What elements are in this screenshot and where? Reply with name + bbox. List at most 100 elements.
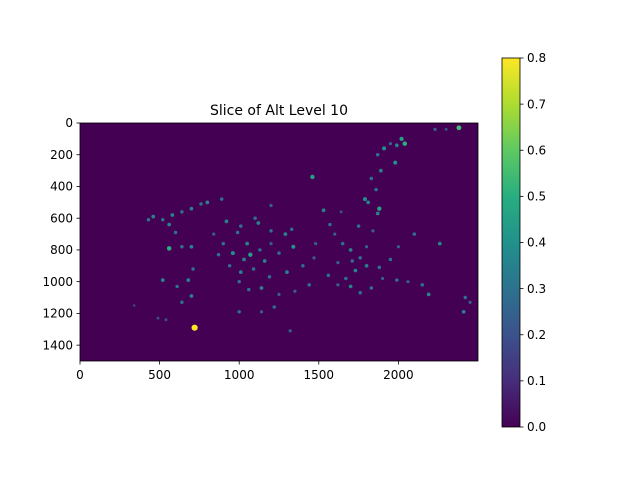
heatmap-hotspot xyxy=(219,197,224,201)
x-tick-label: 0 xyxy=(76,368,84,382)
colorbar-tick-label: 0.6 xyxy=(527,143,546,157)
y-tick-label: 1400 xyxy=(42,338,73,352)
heatmap-hotspot xyxy=(426,292,431,297)
heatmap-hotspot xyxy=(189,244,194,249)
heatmap-hotspot xyxy=(364,245,369,249)
heatmap-hotspot xyxy=(269,229,273,233)
colorbar-axis: 0.0 0.1 0.2 0.3 0.4 0.5 0.6 0.7 0.8 xyxy=(520,51,546,434)
y-tick-label: 0 xyxy=(65,116,73,130)
heatmap-hotspot xyxy=(248,252,253,257)
heatmap-hotspot xyxy=(336,283,340,287)
heatmap-hotspot xyxy=(399,136,404,142)
heatmap-hotspot xyxy=(348,284,353,289)
heatmap-hotspot xyxy=(396,245,400,249)
heatmap-hotspot xyxy=(463,295,467,300)
heatmap-hotspot xyxy=(256,221,261,225)
heatmap-hotspot xyxy=(369,286,374,290)
x-tick-label: 1500 xyxy=(304,368,335,382)
heatmap-hotspot xyxy=(375,153,380,157)
y-tick-label: 200 xyxy=(50,148,73,162)
heatmap-hotspot xyxy=(344,276,348,281)
heatmap-hotspot xyxy=(272,305,276,309)
heatmap-hotspot xyxy=(395,278,399,282)
heatmap-hotspot xyxy=(285,270,289,275)
heatmap-hotspot xyxy=(339,210,343,214)
heatmap-hotspot xyxy=(235,230,240,235)
y-tick-label: 400 xyxy=(50,180,73,194)
heatmap-hotspot xyxy=(364,263,369,268)
heatmap-hotspot xyxy=(402,141,408,146)
heatmap-hotspot xyxy=(371,229,375,233)
heatmap-hotspot xyxy=(301,264,305,268)
x-tick-label: 500 xyxy=(148,368,171,382)
heatmap-hotspot xyxy=(444,127,448,131)
colorbar xyxy=(501,57,521,428)
heatmap-hotspot xyxy=(212,232,216,236)
heatmap-hotspot xyxy=(239,224,243,228)
heatmap-hotspot xyxy=(186,278,191,282)
heatmap-hotspot xyxy=(353,268,358,273)
heatmap-hotspot xyxy=(437,241,442,246)
heatmap-hotspot xyxy=(336,261,340,265)
heatmap-hotspot xyxy=(269,203,273,208)
heatmap-hotspot xyxy=(259,310,264,314)
heatmap-hotspot xyxy=(328,222,332,227)
heatmap-hotspot xyxy=(340,241,345,246)
heatmap-hotspot xyxy=(132,304,136,307)
heatmap-hotspot xyxy=(237,310,241,314)
chart-title: Slice of Alt Level 10 xyxy=(210,103,348,119)
y-tick-label: 800 xyxy=(50,243,73,257)
colorbar-tick-label: 0.7 xyxy=(527,97,546,111)
heatmap-hotspot xyxy=(189,206,194,211)
heatmap-hotspot xyxy=(205,200,210,205)
heatmap-hotspot xyxy=(161,218,165,222)
heatmap-hotspot xyxy=(310,174,315,180)
heatmap-hotspot xyxy=(258,248,262,252)
heatmap-hotspot xyxy=(291,244,296,249)
heatmap-hotspot xyxy=(379,168,383,173)
colorbar-tick-label: 0.1 xyxy=(527,374,546,388)
heatmap-hotspot xyxy=(173,230,178,235)
heatmap-hotspot xyxy=(374,187,378,192)
heatmap-hotspot xyxy=(191,324,198,331)
heatmap-hotspot xyxy=(377,206,382,211)
heatmap-background xyxy=(80,123,478,361)
heatmap-hotspot xyxy=(433,127,437,131)
heatmap-hotspot xyxy=(369,176,374,181)
heatmap-hotspot xyxy=(307,283,311,287)
colorbar-tick-label: 0.5 xyxy=(527,190,546,204)
heatmap-hotspot xyxy=(146,218,151,222)
heatmap-hotspot xyxy=(221,241,226,246)
colorbar-tick-label: 0.0 xyxy=(527,420,546,434)
heatmap-hotspot xyxy=(377,265,382,270)
colorbar-tick-label: 0.2 xyxy=(527,328,546,342)
heatmap-hotspot xyxy=(259,286,264,290)
heatmap-hotspot xyxy=(358,291,362,295)
heatmap-hotspot xyxy=(362,197,367,202)
heatmap-hotspot xyxy=(253,216,257,220)
heatmap-hotspot xyxy=(461,309,466,314)
heatmap-hotspot xyxy=(180,245,184,249)
heatmap-hotspot xyxy=(199,202,203,206)
heatmap-hotspot xyxy=(156,316,160,320)
heatmap-hotspot xyxy=(293,289,297,293)
heatmap-hotspot xyxy=(290,227,294,232)
heatmap-hotspot xyxy=(314,242,318,246)
heatmap-hotspot xyxy=(468,300,472,304)
heatmap-hotspot xyxy=(277,251,281,255)
heatmap-hotspot xyxy=(380,276,385,281)
heatmap-hotspot xyxy=(366,200,371,205)
heatmap-hotspot xyxy=(388,257,393,262)
heatmap-hotspot xyxy=(394,143,399,148)
heatmap-hotspot xyxy=(230,251,235,256)
heatmap-hotspot xyxy=(167,222,172,227)
heatmap-hotspot xyxy=(375,211,380,216)
heatmap-hotspot xyxy=(283,232,288,236)
x-tick-label: 2000 xyxy=(383,368,414,382)
plot-frame xyxy=(79,122,479,362)
y-tick-label: 600 xyxy=(50,211,73,225)
colorbar-tick-label: 0.4 xyxy=(527,236,546,250)
heatmap-hotspot xyxy=(237,279,241,284)
heatmap-hotspot xyxy=(267,275,272,279)
heatmap-hotspot xyxy=(224,219,229,224)
